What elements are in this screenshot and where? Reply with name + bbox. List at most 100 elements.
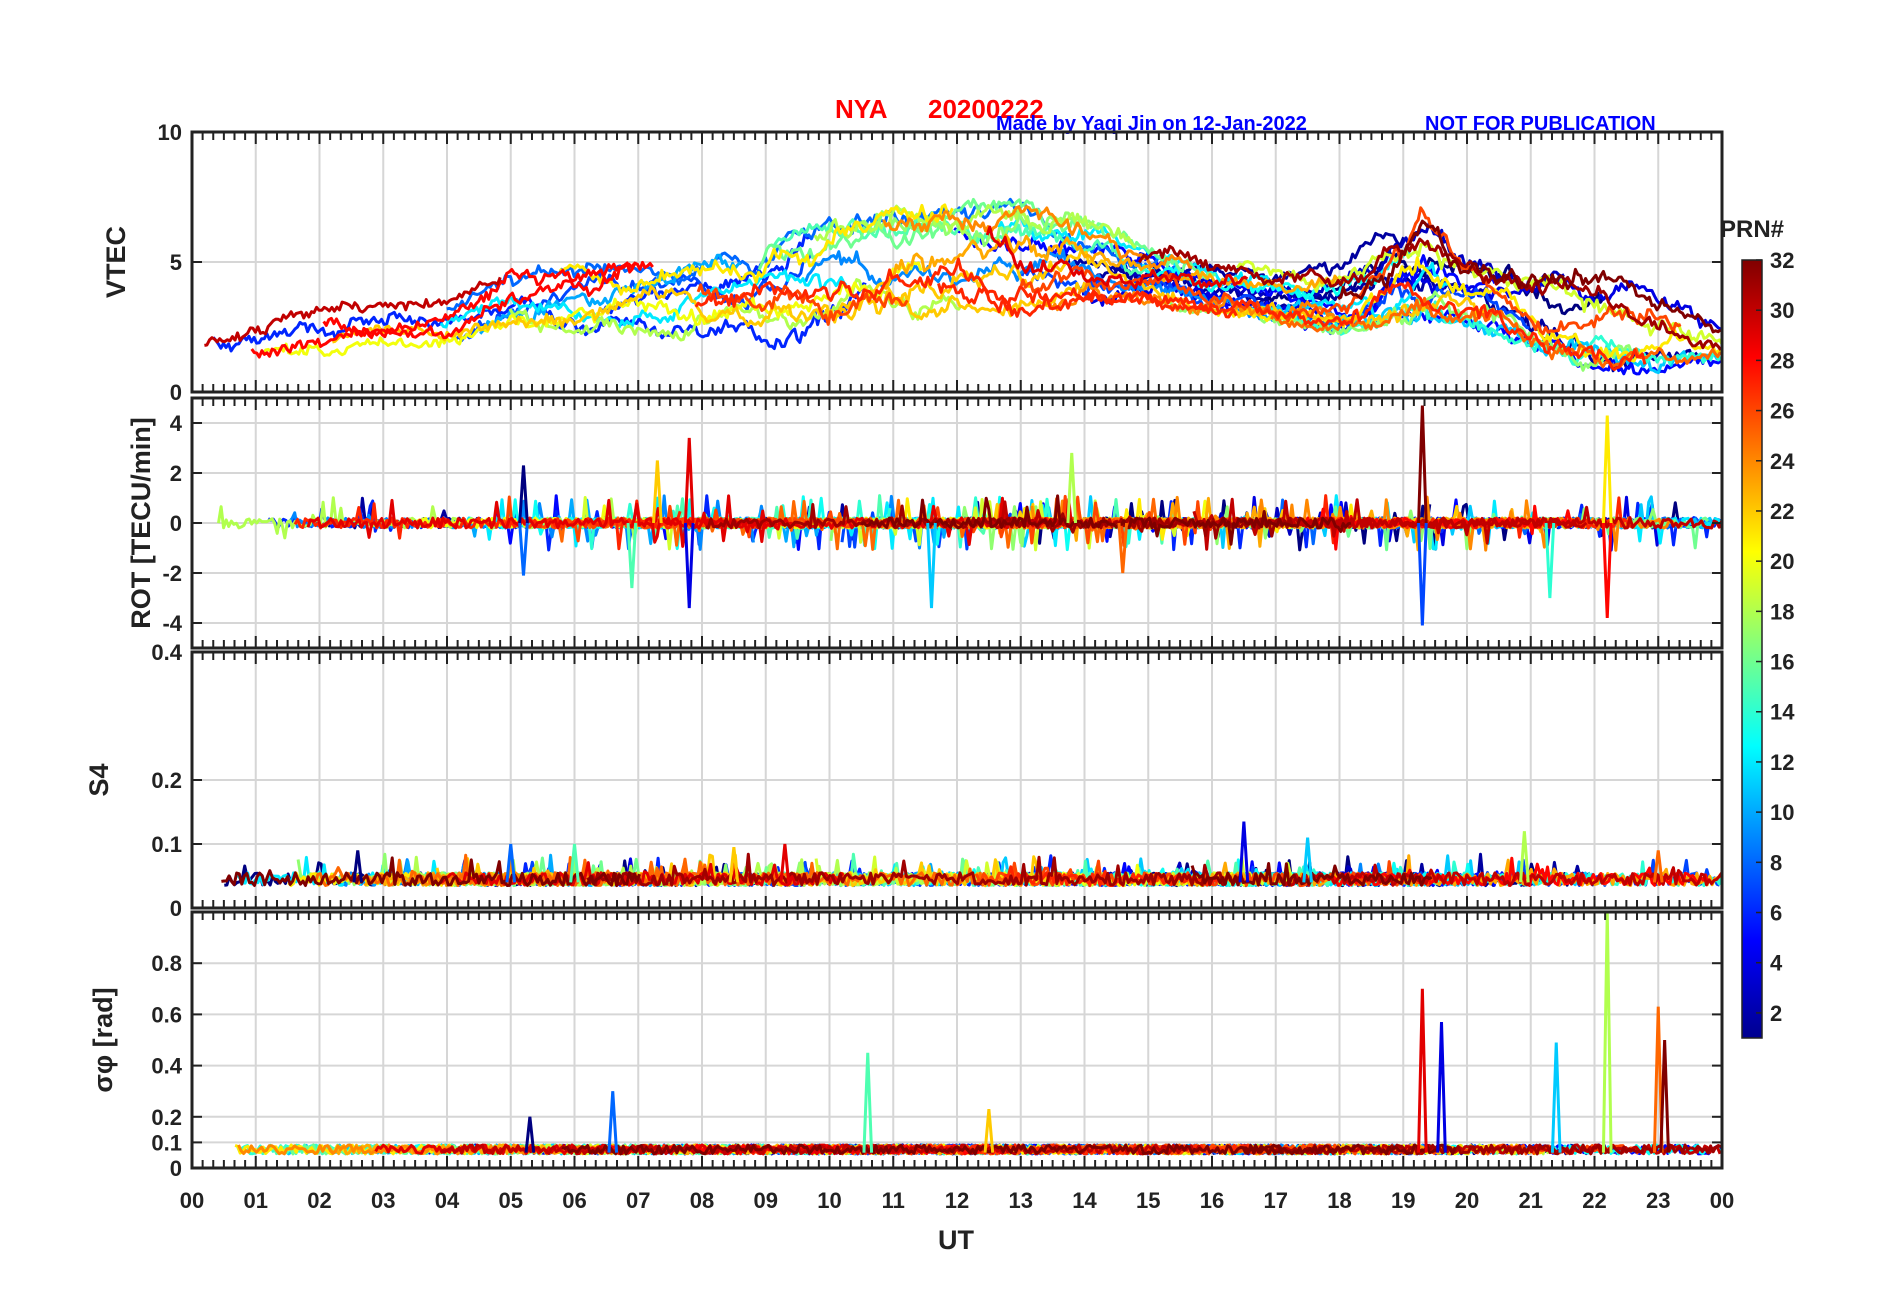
y-tick-label: 0.4	[151, 640, 182, 665]
y-tick-label: -4	[162, 611, 182, 636]
peak-mark	[779, 843, 791, 883]
y-tick-label: 0	[170, 380, 182, 405]
series-group-sigma_phi	[234, 912, 1722, 1156]
x-tick-label: 15	[1136, 1188, 1160, 1213]
y-axis-label-sigma: σφ [rad]	[88, 987, 118, 1092]
x-tick-label: 20	[1455, 1188, 1479, 1213]
series-line-prn-29	[645, 496, 1073, 546]
peak-mark	[1417, 522, 1428, 626]
colorbar-tick-label: 30	[1770, 298, 1794, 323]
panel-rot: -4 -2 0 2 4 ROT [TECU/min]	[126, 396, 1724, 650]
y-tick-label: -2	[162, 561, 182, 586]
series-line-prn-21	[558, 203, 954, 296]
colorbar-label: PRN#	[1720, 216, 1784, 243]
series-line-prn-30	[1279, 863, 1722, 887]
y-tick-label: 0.4	[151, 1054, 182, 1079]
series-line-prn-29	[985, 225, 1249, 290]
series-line-prn-32	[860, 494, 1352, 546]
peak-mark	[524, 1116, 536, 1153]
y-tick-label: 4	[170, 411, 183, 436]
x-tick-label: 02	[307, 1188, 331, 1213]
series-line-prn-32	[561, 1143, 1284, 1156]
peak-mark	[1302, 837, 1313, 883]
peak-mark	[983, 1108, 995, 1153]
x-tick-label: 10	[817, 1188, 841, 1213]
panel-sigma_phi: 00.10.2 0.4 0.6 0.8 σφ [rad]	[88, 910, 1724, 1181]
peak-mark	[518, 465, 529, 524]
peak-mark	[1659, 1039, 1670, 1153]
series-line-prn-32	[221, 856, 641, 888]
series-line-prn-31	[1138, 237, 1722, 351]
x-tick-label: 17	[1264, 1188, 1288, 1213]
series-line-prn-24	[882, 205, 1193, 270]
title-date: 20200222	[928, 94, 1044, 124]
y-axis-label-vtec: VTEC	[101, 226, 131, 298]
peak-mark	[1550, 1042, 1562, 1153]
x-axis-label: UT	[938, 1225, 974, 1255]
y-axis-label-s4: S4	[84, 763, 114, 796]
y-tick-label: 2	[170, 461, 182, 486]
series-line-prn-30	[204, 276, 502, 347]
colorbar-gradient	[1741, 259, 1763, 1039]
x-tick-label: 07	[626, 1188, 650, 1213]
series-line-prn-22	[332, 281, 1087, 344]
y-tick-label: 0.1	[151, 832, 182, 857]
title-credit: Made by Yaqi Jin on 12-Jan-2022	[996, 113, 1307, 135]
peak-mark	[1417, 988, 1428, 1153]
x-tick-label: 14	[1072, 1188, 1097, 1213]
y-tick-label: 0	[170, 511, 182, 536]
series-line-prn-31	[586, 852, 1241, 887]
peak-mark	[862, 1052, 874, 1153]
peak-mark	[1417, 405, 1428, 524]
peak-mark	[728, 847, 740, 883]
colorbar-tick-label: 28	[1770, 348, 1794, 373]
colorbar-tick-label: 22	[1770, 499, 1794, 524]
peak-mark	[1652, 850, 1664, 883]
colorbar-tick-label: 8	[1770, 850, 1782, 875]
peak-mark	[1544, 522, 1556, 599]
series-group-s4	[221, 821, 1722, 888]
x-tick-label: 12	[945, 1188, 969, 1213]
y-tick-label: 0	[170, 1156, 182, 1181]
x-tick-label: 08	[690, 1188, 714, 1213]
x-tick-label: 06	[562, 1188, 586, 1213]
peak-mark	[1652, 1006, 1664, 1153]
series-line-prn-32	[1337, 219, 1722, 334]
colorbar-tick-label: 12	[1770, 750, 1794, 775]
colorbar-tick-label: 32	[1770, 248, 1794, 273]
colorbar-tick-label: 20	[1770, 549, 1794, 574]
series-group-vtec	[204, 197, 1722, 376]
x-tick-label: 04	[435, 1188, 460, 1213]
x-tick-label: 00	[1710, 1188, 1734, 1213]
series-line-prn-29	[306, 494, 778, 548]
colorbar-tick-label: 4	[1770, 951, 1783, 976]
series-line-prn-28	[250, 262, 636, 359]
series-line-prn-22	[824, 248, 1491, 329]
x-tick-label: 19	[1391, 1188, 1415, 1213]
peak-mark	[352, 850, 364, 883]
peak-mark	[1601, 415, 1613, 524]
series-line-prn-20	[261, 260, 923, 357]
y-tick-label: 0.2	[151, 768, 182, 793]
colorbar-tick-label: 16	[1770, 650, 1794, 675]
colorbar-tick-label: 10	[1770, 800, 1794, 825]
y-axis-label-rot: ROT [TECU/min]	[126, 417, 156, 628]
colorbar-tick-label: 6	[1770, 901, 1782, 926]
peak-mark	[505, 843, 517, 883]
x-tick-label: 05	[499, 1188, 523, 1213]
peak-mark	[1519, 831, 1530, 883]
x-tick-label: 18	[1327, 1188, 1351, 1213]
x-tick-label: 23	[1646, 1188, 1670, 1213]
peak-mark	[1066, 452, 1078, 524]
peak-mark	[683, 522, 695, 609]
x-tick-label: 00	[180, 1188, 204, 1213]
x-tick-label: 16	[1200, 1188, 1224, 1213]
y-tick-label: 0.1	[151, 1130, 182, 1155]
x-tick-label: 11	[882, 1188, 905, 1213]
panel-s4: 0 0.1 0.2 0.4 S4	[84, 640, 1724, 921]
colorbar-tick-label: 18	[1770, 599, 1794, 624]
panel-vtec: 0 5 10 VTEC	[101, 120, 1724, 405]
peak-mark	[1436, 1022, 1447, 1153]
